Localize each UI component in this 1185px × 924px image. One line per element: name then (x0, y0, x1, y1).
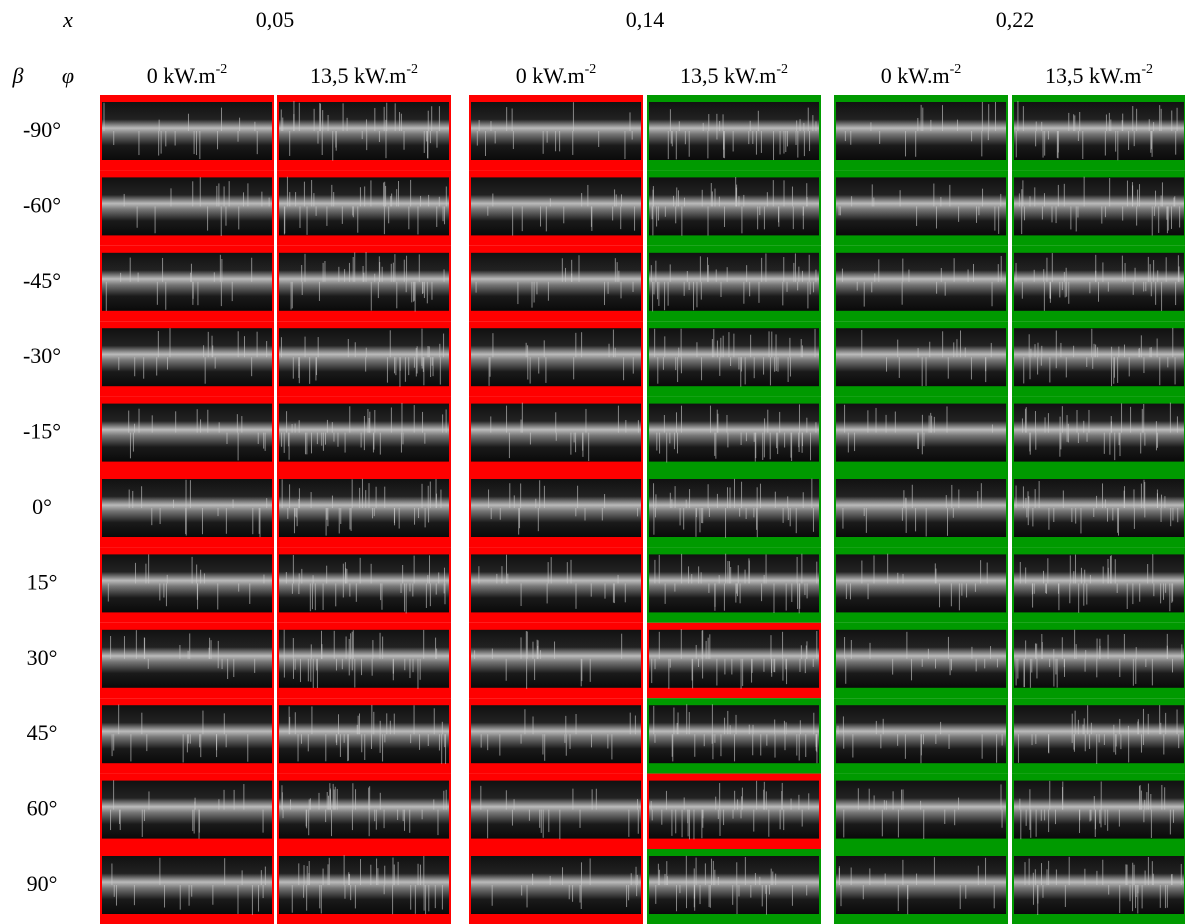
cell-image (1014, 252, 1184, 311)
cell-image (102, 403, 272, 462)
cell-image (1014, 328, 1184, 387)
x-value: 0,22 (996, 7, 1035, 32)
column-header-text: 13,5 kW.m (310, 63, 406, 88)
row-label: 0° (32, 494, 52, 519)
cell-image (279, 780, 449, 839)
column-header-text: 0 kW.m (881, 63, 950, 88)
column-header: 13,5 kW.m-2 (1045, 62, 1153, 88)
cell-image (1014, 403, 1184, 462)
cell-image (649, 252, 819, 311)
cell-image (279, 328, 449, 387)
column-header: 13,5 kW.m-2 (310, 62, 418, 88)
column-header-sup: -2 (950, 62, 962, 77)
column-header-sup: -2 (585, 62, 597, 77)
column-header-text: 0 kW.m (516, 63, 585, 88)
cell-image (102, 328, 272, 387)
row-label: 30° (27, 645, 58, 670)
cell-image (836, 177, 1006, 236)
cell-image (279, 705, 449, 764)
row-label: 90° (27, 871, 58, 896)
x-label: x (62, 7, 73, 32)
cell-image (279, 479, 449, 537)
column-header-sup: -2 (216, 62, 228, 77)
cell-image (279, 554, 449, 613)
cell-image (649, 102, 819, 160)
beta-label: β (12, 63, 24, 88)
cell-image (836, 554, 1006, 613)
cell-image (649, 554, 819, 613)
cell-image (102, 479, 272, 537)
cell-image (471, 328, 641, 387)
cell-image (471, 856, 641, 914)
cell-image (102, 177, 272, 236)
cell-image (102, 780, 272, 839)
column-header-sup: -2 (406, 62, 418, 77)
cell-image (471, 177, 641, 236)
cell-image (836, 479, 1006, 537)
cell-image (836, 328, 1006, 387)
column-header-text: 13,5 kW.m (1045, 63, 1141, 88)
row-label: 60° (27, 796, 58, 821)
column-header-text: 13,5 kW.m (680, 63, 776, 88)
column-header: 0 kW.m-2 (147, 62, 228, 88)
cell-image (1014, 780, 1184, 839)
column-header: 0 kW.m-2 (881, 62, 962, 88)
cell-image (649, 629, 819, 688)
cell-image (102, 554, 272, 613)
cell-image (471, 252, 641, 311)
cell-image (279, 629, 449, 688)
cell-image (102, 629, 272, 688)
column-header: 0 kW.m-2 (516, 62, 597, 88)
cell-image (1014, 554, 1184, 613)
cell-image (471, 479, 641, 537)
x-value: 0,05 (256, 7, 295, 32)
cell-image (836, 856, 1006, 914)
cell-image (649, 780, 819, 839)
row-label: -30° (23, 343, 61, 368)
cell-image (836, 629, 1006, 688)
cell-image (836, 252, 1006, 311)
cell-image (649, 705, 819, 764)
cell-image (649, 177, 819, 236)
row-label: 15° (27, 569, 58, 594)
column-header: 13,5 kW.m-2 (680, 62, 788, 88)
cell-image (102, 856, 272, 914)
x-value: 0,14 (626, 7, 665, 32)
phi-label: φ (62, 63, 74, 88)
cell-image (102, 102, 272, 160)
cell-image (1014, 479, 1184, 537)
cell-image (471, 554, 641, 613)
cell-image (102, 252, 272, 311)
cell-image (471, 705, 641, 764)
cell-image (1014, 102, 1184, 160)
row-label: -45° (23, 268, 61, 293)
row-label: -60° (23, 192, 61, 217)
cell-image (1014, 629, 1184, 688)
row-label: 45° (27, 720, 58, 745)
cell-image (649, 856, 819, 914)
column-header-sup: -2 (776, 62, 788, 77)
cell-image (1014, 856, 1184, 914)
cell-image (279, 102, 449, 160)
cell-image (471, 629, 641, 688)
cell-image (471, 780, 641, 839)
row-label: -90° (23, 117, 61, 142)
column-header-text: 0 kW.m (147, 63, 216, 88)
column-header-sup: -2 (1141, 62, 1153, 77)
cell-image (836, 403, 1006, 462)
row-label: -15° (23, 419, 61, 444)
